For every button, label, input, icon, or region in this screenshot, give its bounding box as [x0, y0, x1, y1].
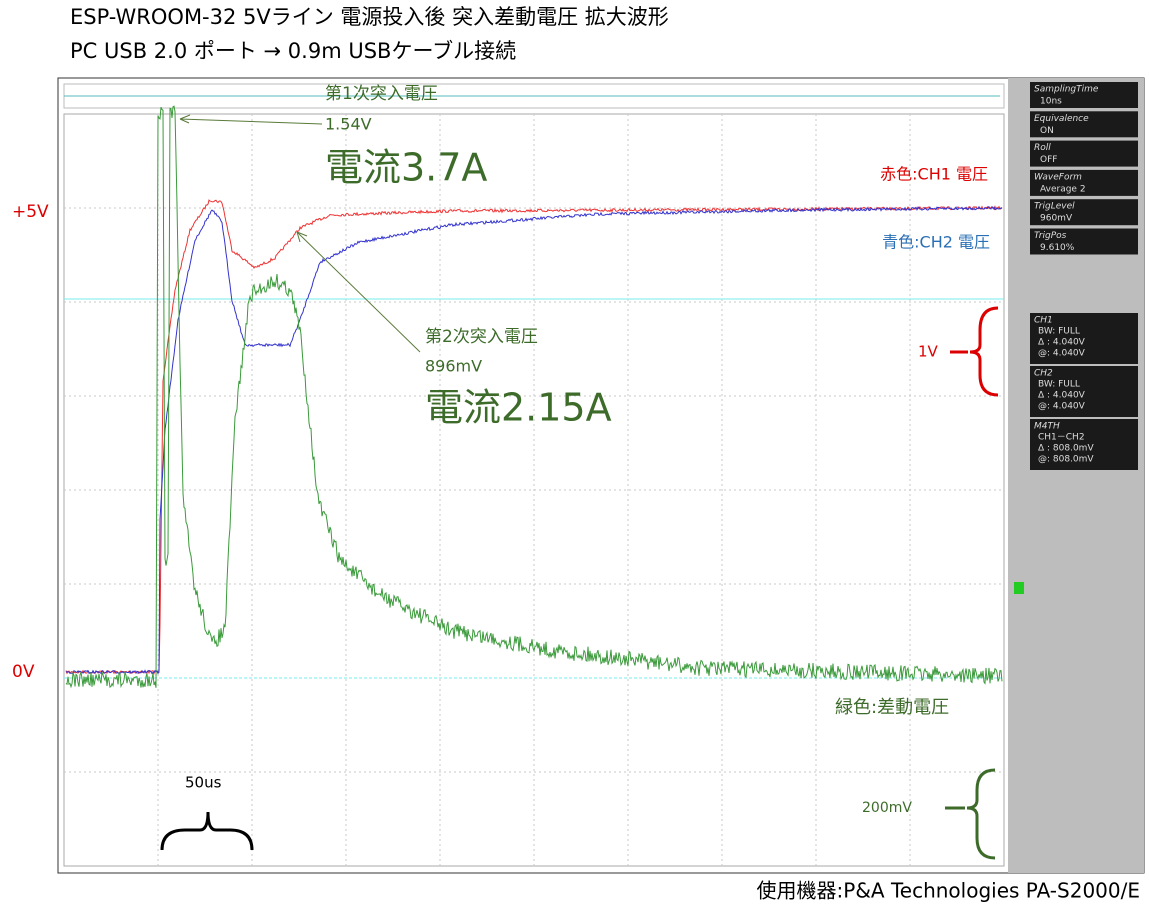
channel-line: BW: FULL	[1038, 380, 1080, 390]
arrow-head	[296, 231, 308, 243]
annotation: 緑色:差動電圧	[835, 697, 949, 718]
channel-name: M4TH	[1034, 422, 1060, 432]
arrow	[296, 231, 421, 353]
brace	[969, 306, 999, 397]
annotation: 1V	[918, 343, 939, 361]
traces	[65, 105, 1003, 689]
title-line: ESP-WROOM-32 5Vライン 電源投入後 突入差動電圧 拡大波形	[70, 5, 669, 29]
setting-value: OFF	[1040, 155, 1057, 165]
arrow-head	[179, 114, 191, 124]
channel-line: @: 4.040V	[1038, 349, 1086, 359]
trigger-marker	[1014, 582, 1024, 594]
braces	[160, 306, 999, 860]
annotations: 第1次突入電圧 1.54V 電流3.7A 第2次突入電圧 896mV 電流2.1…	[325, 84, 949, 816]
setting-label: Roll	[1034, 143, 1051, 153]
annotation: 50us	[185, 774, 222, 792]
side-panel	[1008, 78, 1144, 873]
setting-label: TrigPos	[1034, 231, 1067, 241]
setting-label: SamplingTime	[1034, 85, 1099, 95]
setting-box	[1030, 82, 1138, 108]
channel-line: BW: FULL	[1038, 327, 1080, 337]
channel-box	[1030, 419, 1138, 470]
annotation: 896mV	[425, 357, 482, 376]
channel-box	[1030, 366, 1138, 417]
level-label: 0V	[12, 662, 35, 682]
brace	[966, 768, 996, 860]
setting-value: 10ns	[1040, 97, 1062, 107]
setting-value: ON	[1040, 126, 1054, 136]
setting-box	[1030, 199, 1138, 226]
channel-line: CH1－CH2	[1038, 433, 1085, 443]
waveform	[65, 199, 1003, 675]
arrows	[179, 114, 421, 353]
channel-line: @: 4.040V	[1038, 402, 1086, 412]
setting-label: TrigLevel	[1034, 202, 1075, 212]
annotation: 1.54V	[325, 115, 372, 134]
setting-value: Average 2	[1040, 184, 1086, 194]
scope-frame	[57, 77, 1145, 874]
setting-box	[1030, 169, 1138, 196]
title-line: PC USB 2.0 ポート → 0.9m USBケーブル接続	[70, 39, 516, 63]
setting-box	[1030, 111, 1138, 138]
channel-line: @: 808.0mV	[1038, 455, 1094, 465]
setting-box	[1030, 228, 1138, 255]
setting-label: Equivalence	[1034, 114, 1089, 124]
channel-name: CH1	[1034, 316, 1053, 326]
channel-line: Δ : 4.040V	[1038, 338, 1086, 348]
setting-value: 960mV	[1040, 214, 1073, 224]
waveform	[65, 105, 1003, 689]
annotation: 第2次突入電圧	[425, 327, 538, 347]
channel-line: Δ : 4.040V	[1038, 391, 1086, 401]
annotation: 電流3.7A	[325, 146, 487, 190]
channel-line: Δ : 808.0mV	[1038, 444, 1094, 454]
annotation: 電流2.15A	[425, 386, 612, 430]
panel: SamplingTime 10ns Equivalence ON Roll OFF Wave…	[1030, 82, 1138, 470]
setting-value: 9.610%	[1040, 243, 1075, 253]
annotation: 第1次突入電圧	[325, 84, 438, 104]
setting-box	[1030, 140, 1138, 167]
brace	[160, 811, 254, 851]
annotation: 200mV	[862, 800, 912, 816]
setting-label: WaveForm	[1034, 172, 1082, 182]
level-label: +5V	[12, 202, 49, 222]
arrow	[179, 118, 323, 125]
annotation: 赤色:CH1 電圧	[880, 165, 988, 184]
footer: 使用機器:P&A Technologies PA-S2000/E	[757, 879, 1140, 903]
channel-box	[1030, 313, 1138, 364]
waveform	[65, 205, 1003, 675]
annotation: 青色:CH2 電圧	[882, 233, 990, 252]
channel-name: CH2	[1034, 369, 1053, 379]
